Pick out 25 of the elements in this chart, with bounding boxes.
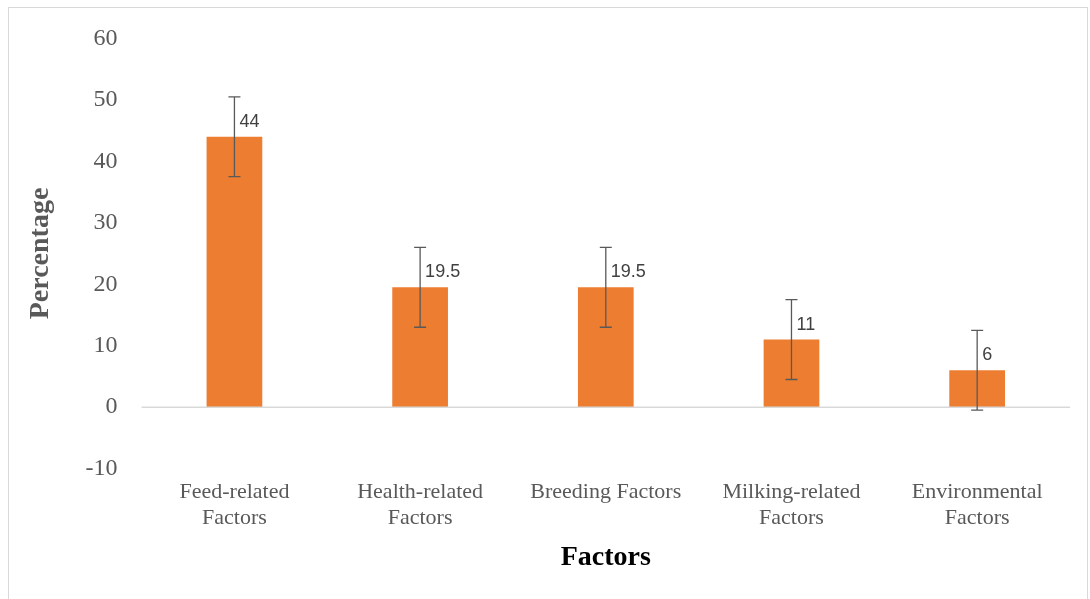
data-label: 19.5 [425, 261, 461, 282]
y-tick-label: -10 [85, 453, 118, 480]
x-tick-label: Milking-related Factors [722, 477, 861, 529]
y-tick-label: 30 [93, 208, 118, 235]
y-tick-label: 0 [105, 392, 118, 419]
bar [577, 287, 634, 408]
data-label: 44 [239, 110, 260, 131]
data-label: 6 [982, 344, 993, 365]
data-label: 11 [796, 313, 816, 334]
bar [392, 287, 448, 408]
y-axis-title: Percentage [23, 187, 55, 320]
bar [763, 339, 820, 408]
x-tick-label: Environmental Factors [911, 477, 1043, 529]
y-tick-label: 60 [93, 23, 118, 50]
x-axis-title: Factors [560, 540, 651, 572]
x-tick-label: Feed-related Factors [179, 477, 290, 529]
bar [206, 136, 263, 408]
bar [949, 370, 1006, 408]
y-tick-label: 50 [93, 85, 118, 112]
y-tick-label: 40 [93, 146, 118, 173]
x-tick-label: Health-related Factors [357, 477, 484, 529]
x-tick-label: Breeding Factors [530, 477, 682, 503]
y-tick-label: 10 [93, 330, 118, 357]
y-tick-label: 20 [93, 269, 118, 296]
data-label: 19.5 [610, 261, 646, 282]
